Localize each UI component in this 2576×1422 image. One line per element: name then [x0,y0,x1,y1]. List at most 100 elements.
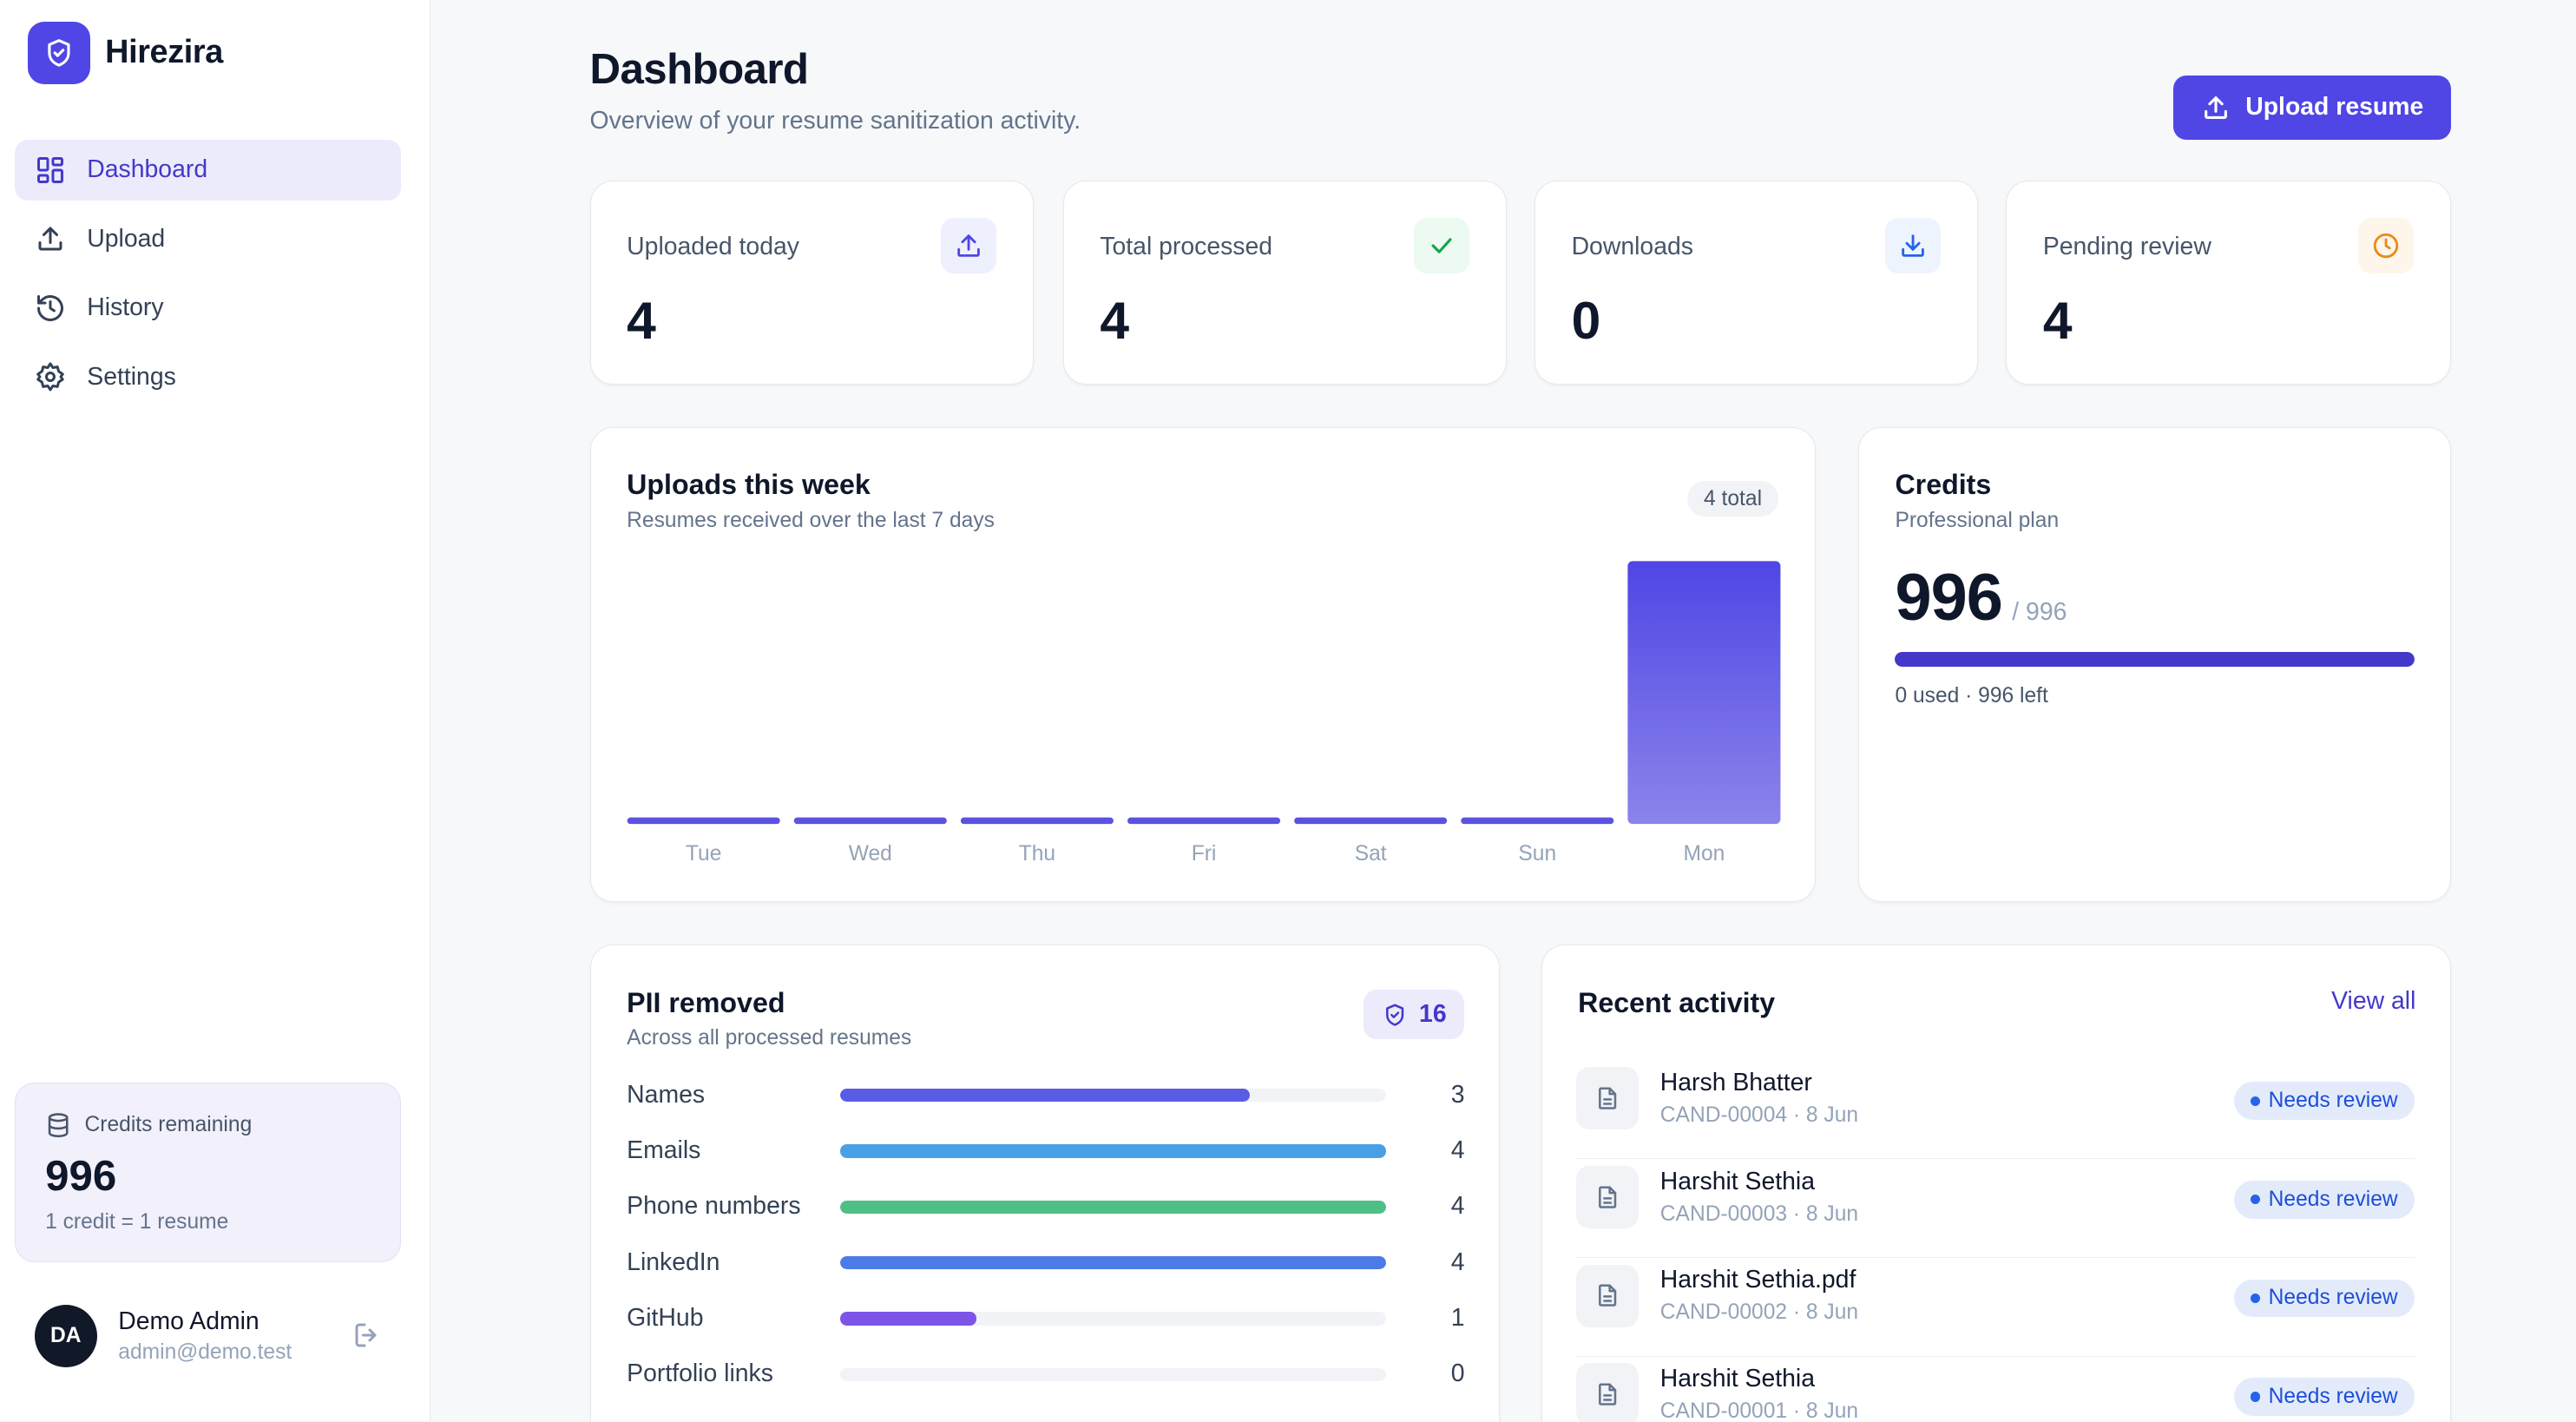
recent-activity-card: Recent activity View all Harsh Bhatter C… [1541,945,2452,1422]
upload-resume-button[interactable]: Upload resume [2173,76,2452,140]
pii-row: Portfolio links 0 [627,1359,1464,1415]
x-tick-label: Sat [1354,842,1386,866]
sidebar-item-upload[interactable]: Upload [15,208,401,269]
stat-label: Total processed [1100,232,1273,260]
clock-icon [2358,217,2415,274]
sidebar-item-label: Dashboard [87,155,208,184]
activity-item[interactable]: Harshit Sethia CAND-00003 · 8 Jun Needs … [1576,1159,2415,1259]
pii-bar-fill [840,1256,1386,1270]
pii-row: Phone numbers 4 [627,1192,1464,1248]
pii-bar-track [840,1256,1386,1270]
sidebar-item-history[interactable]: History [15,278,401,339]
status-badge: Needs review [2233,1378,2415,1416]
pii-row: GitHub 1 [627,1304,1464,1359]
sidebar-item-label: Upload [87,224,166,253]
upload-resume-label: Upload resume [2245,93,2424,122]
shield-check-icon [28,21,91,84]
document-icon [1576,1166,1640,1228]
status-badge: Needs review [2233,1279,2415,1318]
pii-count: 1 [1450,1303,1465,1332]
sidebar-item-label: History [87,293,164,322]
avatar: DA [34,1304,97,1367]
stat-label: Downloads [1571,232,1693,260]
pii-bar-fill [840,1312,977,1326]
view-all-link[interactable]: View all [2331,986,2416,1015]
upload-icon [940,217,996,274]
x-tick-label: Sun [1518,842,1556,866]
total-badge: 4 total [1687,480,1778,517]
page-subtitle: Overview of your resume sanitization act… [589,107,1081,135]
document-icon [1576,1363,1640,1422]
credits-plan: Professional plan [1895,508,2060,532]
sidebar-item-label: Settings [87,362,176,391]
stat-value: 4 [627,291,656,351]
gear-icon [36,362,64,392]
stat-label: Uploaded today [627,232,799,260]
bar-fri [1127,817,1280,825]
stat-label: Pending review [2042,232,2211,260]
bar-sun [1460,817,1613,825]
bar-thu [960,817,1114,825]
pii-bar-fill [840,1144,1386,1158]
pii-bar-fill [840,1200,1386,1214]
stat-value: 4 [2042,291,2073,351]
activity-list: Harsh Bhatter CAND-00004 · 8 Jun Needs r… [1576,1061,2415,1422]
pii-title: PII removed [627,986,785,1018]
activity-title: Recent activity [1578,986,1776,1018]
uploads-bar-chart: Tue Wed Thu Fri Sat Sun Mon [627,561,1780,866]
uploads-week-card: Uploads this week Resumes received over … [589,427,1816,903]
pii-label: Names [627,1080,706,1109]
status-badge-label: Needs review [2268,1286,2398,1310]
status-badge-label: Needs review [2268,1187,2398,1211]
pii-label: LinkedIn [627,1248,720,1276]
shield-check-icon [1385,1004,1403,1026]
database-icon [48,1112,69,1137]
x-tick-label: Fri [1191,842,1216,866]
page-title: Dashboard [589,45,809,94]
x-tick-label: Wed [848,842,891,866]
stat-card-uploaded-today: Uploaded today 4 [589,181,1034,385]
pii-total-badge: 16 [1363,990,1465,1040]
user-email: admin@demo.test [118,1340,292,1365]
credits-remaining: 996 [1895,560,2002,635]
pii-bar-track [840,1200,1386,1214]
logout-icon[interactable] [352,1320,383,1351]
history-icon [36,294,63,321]
activity-name: Harshit Sethia.pdf [1659,1266,1856,1294]
credits-total: / 996 [2012,597,2067,626]
sidebar-item-settings[interactable]: Settings [15,346,401,407]
pii-bar-track [840,1089,1386,1103]
sidebar-item-dashboard[interactable]: Dashboard [15,139,401,201]
stat-card-pending-review: Pending review 4 [2006,181,2452,385]
bar-tue [627,817,780,825]
brand-name: Hirezira [105,34,223,71]
check-icon [1413,217,1470,274]
credits-progress-track [1895,651,2415,667]
activity-item[interactable]: Harsh Bhatter CAND-00004 · 8 Jun Needs r… [1576,1061,2415,1160]
upload-icon [38,227,62,251]
user-profile[interactable]: DA Demo Admin admin@demo.test [34,1303,396,1369]
download-icon [1885,217,1942,274]
pii-count: 4 [1450,1192,1465,1221]
pii-removed-card: PII removed Across all processed resumes… [589,945,1501,1422]
activity-item[interactable]: Harshit Sethia.pdf CAND-00002 · 8 Jun Ne… [1576,1258,2415,1357]
chart-subtitle: Resumes received over the last 7 days [627,508,995,532]
credits-remaining-value: 996 [45,1151,117,1200]
sidebar-nav: Dashboard Upload History Settings [15,139,401,416]
status-badge: Needs review [2233,1181,2415,1219]
activity-meta: CAND-00001 · 8 Jun [1659,1399,1859,1422]
x-tick-label: Mon [1683,842,1725,866]
pii-count: 4 [1450,1136,1465,1164]
activity-item[interactable]: Harshit Sethia CAND-00001 · 8 Jun Needs … [1576,1357,2415,1422]
credits-remaining-label: Credits remaining [84,1112,253,1136]
credits-title: Credits [1895,469,1992,501]
pii-label: Emails [627,1136,701,1164]
pii-count: 3 [1450,1080,1465,1109]
pii-total: 16 [1419,1000,1447,1029]
brand[interactable]: Hirezira [28,21,223,84]
activity-meta: CAND-00002 · 8 Jun [1659,1300,1859,1325]
user-name: Demo Admin [118,1307,260,1335]
dashboard-grid-icon [36,156,63,183]
pii-list: Names 3 Emails 4 Phone numbers 4 LinkedI… [627,1081,1464,1416]
